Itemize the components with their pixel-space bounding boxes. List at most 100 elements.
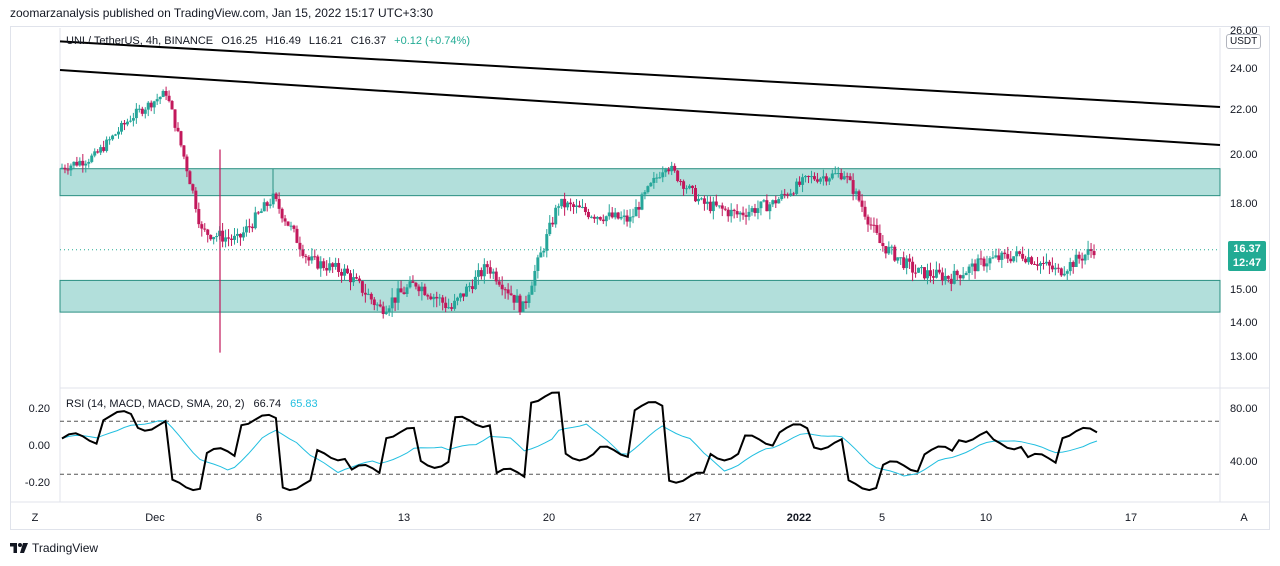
candle-body bbox=[575, 205, 579, 207]
candle-body bbox=[322, 261, 326, 268]
candle-body bbox=[241, 232, 245, 238]
time-tick-label: 6 bbox=[256, 512, 262, 524]
candle-body bbox=[420, 286, 424, 292]
candle-body bbox=[369, 293, 373, 300]
candle-body bbox=[928, 270, 932, 277]
candle-body bbox=[640, 194, 644, 210]
candle-body bbox=[476, 270, 480, 277]
candle-body bbox=[188, 171, 192, 185]
candle-body bbox=[1053, 267, 1057, 270]
candle-body bbox=[203, 228, 207, 230]
candle-body bbox=[108, 139, 112, 141]
candle-body bbox=[459, 293, 463, 298]
candle-body bbox=[444, 302, 448, 309]
candle-body bbox=[512, 294, 516, 303]
candle-body bbox=[824, 176, 828, 182]
candle-body bbox=[194, 190, 198, 209]
candle-body bbox=[652, 177, 656, 183]
chart-legend: UNI / TetherUS, 4h, BINANCE O16.25 H16.4… bbox=[66, 35, 470, 47]
candle-body bbox=[438, 297, 442, 299]
candle-body bbox=[488, 267, 492, 274]
macd-left-tick-label: -0.20 bbox=[25, 477, 50, 489]
candle-body bbox=[818, 178, 822, 182]
candle-body bbox=[146, 102, 150, 110]
candle-body bbox=[346, 268, 350, 274]
indicator-legend[interactable]: RSI (14, MACD, MACD, SMA, 20, 2) 66.74 6… bbox=[66, 398, 318, 410]
candle-body bbox=[726, 209, 730, 217]
candle-body bbox=[774, 200, 778, 204]
candle-body bbox=[634, 207, 638, 217]
candle-body bbox=[396, 288, 400, 303]
candle-body bbox=[920, 267, 924, 269]
candle-body bbox=[601, 219, 605, 222]
candle-body bbox=[354, 277, 358, 279]
candle-body bbox=[334, 262, 338, 267]
candle-body bbox=[1044, 261, 1048, 264]
candle-body bbox=[227, 237, 231, 239]
candle-body bbox=[500, 284, 504, 290]
candle-body bbox=[209, 234, 213, 240]
candle-body bbox=[911, 261, 915, 273]
candle-body bbox=[360, 281, 364, 293]
currency-badge[interactable]: USDT bbox=[1226, 34, 1262, 49]
candle-body bbox=[155, 99, 159, 102]
candle-body bbox=[750, 208, 754, 212]
candle-body bbox=[521, 301, 525, 313]
candle-body bbox=[235, 233, 239, 236]
candle-body bbox=[200, 224, 204, 229]
time-tick-label: 5 bbox=[879, 512, 885, 524]
candle-body bbox=[720, 205, 724, 209]
auto-scale-button[interactable]: A bbox=[1240, 512, 1248, 524]
candle-body bbox=[470, 286, 474, 290]
candle-body bbox=[688, 185, 692, 189]
candle-body bbox=[518, 295, 522, 313]
candle-body bbox=[414, 282, 418, 287]
candle-body bbox=[119, 122, 123, 132]
candle-body bbox=[348, 273, 352, 283]
candle-body bbox=[708, 201, 712, 212]
candle-body bbox=[545, 234, 549, 251]
change-value: +0.12 (+0.74%) bbox=[394, 35, 470, 47]
candle-body bbox=[325, 267, 329, 271]
candle-body bbox=[313, 256, 317, 258]
candle-body bbox=[610, 212, 614, 218]
candle-body bbox=[985, 263, 989, 267]
tradingview-brand[interactable]: TradingView bbox=[10, 541, 98, 555]
symbol-label[interactable]: UNI / TetherUS, 4h, BINANCE bbox=[66, 35, 214, 47]
candle-body bbox=[1036, 264, 1040, 266]
candle-body bbox=[1089, 249, 1093, 252]
candle-body bbox=[583, 206, 587, 212]
high-value: H16.49 bbox=[265, 35, 301, 47]
candle-body bbox=[735, 211, 739, 215]
current-price-tag: 16.37 12:47 bbox=[1228, 241, 1266, 271]
open-value: O16.25 bbox=[221, 35, 258, 47]
candle-body bbox=[578, 205, 581, 208]
candle-body bbox=[363, 292, 367, 295]
candle-body bbox=[1015, 251, 1019, 257]
candle-body bbox=[1080, 258, 1084, 261]
candle-body bbox=[569, 202, 573, 205]
candle-body bbox=[390, 297, 394, 309]
support-resistance-zone bbox=[59, 279, 1221, 313]
candle-body bbox=[809, 176, 813, 178]
candle-body bbox=[756, 208, 760, 213]
candle-body bbox=[1006, 254, 1010, 259]
candle-body bbox=[111, 135, 115, 140]
rsi-right-tick-label: 80.00 bbox=[1230, 403, 1258, 415]
candle-body bbox=[399, 288, 403, 293]
candle-body bbox=[655, 177, 659, 179]
candle-body bbox=[830, 173, 834, 179]
candle-body bbox=[667, 169, 671, 172]
candle-body bbox=[768, 204, 772, 212]
candle-body bbox=[670, 165, 674, 172]
rsi-right-tick-label: 40.00 bbox=[1230, 456, 1258, 468]
candle-body bbox=[176, 127, 180, 132]
candle-body bbox=[173, 109, 177, 128]
zoom-button[interactable]: Z bbox=[31, 512, 39, 524]
candle-body bbox=[979, 258, 983, 260]
candle-body bbox=[238, 233, 242, 238]
candle-body bbox=[170, 101, 174, 110]
candle-body bbox=[125, 121, 129, 125]
support-resistance-zone bbox=[59, 168, 1221, 197]
